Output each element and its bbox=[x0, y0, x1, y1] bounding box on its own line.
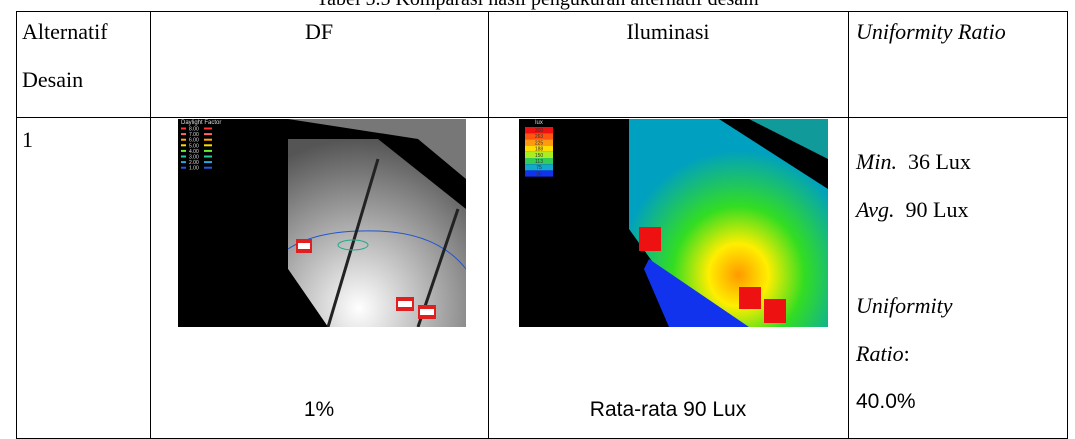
table-border bbox=[1067, 11, 1068, 439]
min-label: Min. bbox=[856, 149, 897, 174]
page: Tabel 5.5 Komparasi hasil pengukuran alt… bbox=[0, 0, 1075, 439]
avg-label: Avg. bbox=[856, 197, 895, 222]
min-value: 36 Lux bbox=[908, 149, 971, 174]
legend-label: 113 bbox=[535, 159, 543, 165]
legend-swatch bbox=[204, 144, 212, 146]
legend-swatch bbox=[204, 150, 212, 152]
legend-label: 263 bbox=[535, 134, 544, 140]
legend-label: 150 bbox=[535, 153, 544, 159]
legend-title: Daylight Factor bbox=[181, 120, 221, 126]
table-border bbox=[16, 11, 17, 439]
df-image: Daylight Factor8.007.006.005.004.003.002… bbox=[178, 119, 466, 327]
header-cell: Iluminasi bbox=[488, 8, 848, 56]
illuminance-value: Rata-rata 90 Lux bbox=[488, 386, 848, 434]
min-line: Min. 36 Lux bbox=[856, 138, 971, 186]
legend-swatch bbox=[204, 139, 212, 141]
legend-swatch bbox=[181, 144, 186, 146]
avg-value: 90 Lux bbox=[906, 197, 969, 222]
table-border bbox=[150, 11, 151, 439]
ratio-sep: : bbox=[904, 341, 910, 366]
avg-line: Avg. 90 Lux bbox=[856, 186, 968, 234]
table-border bbox=[16, 117, 1068, 118]
legend-label: 300 bbox=[535, 128, 544, 134]
legend-label: 225 bbox=[535, 140, 544, 146]
legend-swatch bbox=[181, 139, 186, 141]
legend-title: lux bbox=[535, 120, 543, 126]
legend-swatch bbox=[181, 161, 186, 163]
ratio-line: Uniformity Ratio: bbox=[856, 282, 976, 378]
legend-swatch bbox=[204, 167, 212, 169]
table-border bbox=[848, 11, 849, 439]
legend-swatch bbox=[181, 156, 186, 158]
legend-label: 1.00 bbox=[189, 166, 199, 172]
header-cell: Alternatif Desain bbox=[22, 8, 142, 104]
df-value: 1% bbox=[150, 386, 488, 434]
legend-swatch bbox=[204, 128, 212, 130]
legend-swatch bbox=[204, 161, 212, 163]
legend-swatch bbox=[204, 156, 212, 158]
legend-label: 75 bbox=[536, 165, 542, 171]
legend-label: 188 bbox=[535, 147, 544, 153]
header-cell: Uniformity Ratio bbox=[856, 8, 1006, 56]
table-border bbox=[488, 11, 489, 439]
legend-swatch bbox=[204, 133, 212, 135]
header-cell: DF bbox=[150, 8, 488, 56]
legend-swatch bbox=[181, 150, 186, 152]
legend-swatch bbox=[181, 128, 186, 130]
alternative: 1 bbox=[22, 116, 33, 164]
legend-swatch bbox=[181, 167, 186, 169]
legend-label: 38 bbox=[536, 171, 542, 177]
ratio-value: 40.0% bbox=[856, 378, 916, 426]
legend-swatch bbox=[181, 133, 186, 135]
